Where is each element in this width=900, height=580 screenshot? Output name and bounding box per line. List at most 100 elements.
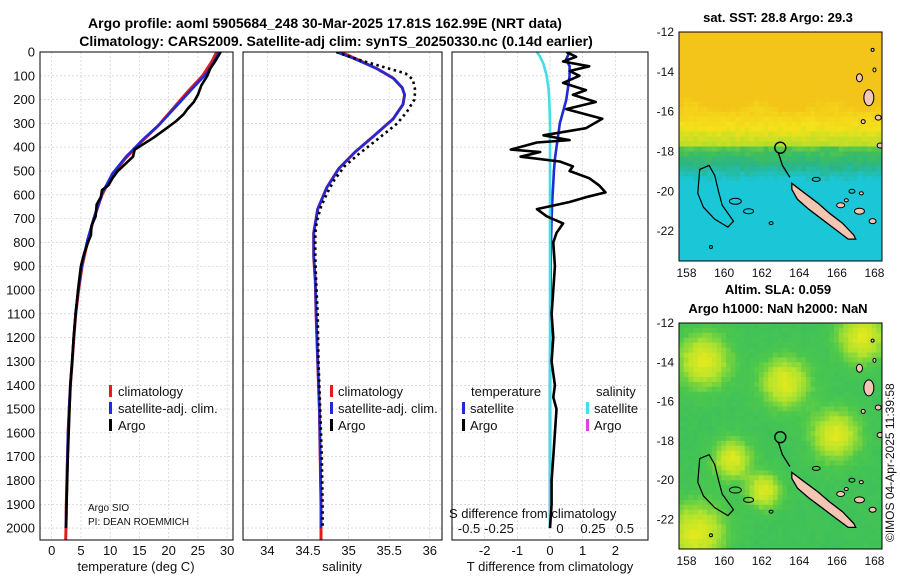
map-cell xyxy=(749,186,755,192)
map-cell xyxy=(697,236,704,242)
map-cell xyxy=(862,342,868,349)
top-x-tick-label: -0.5 xyxy=(458,521,480,536)
map-cell xyxy=(824,485,830,491)
map-cell xyxy=(735,495,741,501)
map-cell xyxy=(815,251,821,257)
map-cell xyxy=(848,440,854,447)
map-cell xyxy=(777,396,783,403)
map-cell xyxy=(679,377,685,383)
map-cell xyxy=(730,382,736,388)
map-cell xyxy=(848,221,854,227)
salinity-legend: climatology satellite-adj. clim. Argo xyxy=(330,384,438,433)
map-cell xyxy=(679,372,685,378)
map-cell xyxy=(848,416,854,422)
map-cell xyxy=(843,367,849,373)
map-cell xyxy=(801,141,807,148)
map-cell xyxy=(805,396,812,403)
map-cell xyxy=(815,216,821,222)
map-cell xyxy=(754,111,760,118)
map-cell xyxy=(791,337,798,344)
map-cell xyxy=(871,206,877,212)
map-cell xyxy=(773,236,779,242)
map-cell xyxy=(829,539,835,545)
map-cell xyxy=(707,426,713,432)
map-cell xyxy=(726,91,732,98)
map-cell xyxy=(848,426,854,432)
map-cell xyxy=(787,246,793,252)
map-cell xyxy=(730,131,736,138)
map-cell xyxy=(820,357,826,363)
map-cell xyxy=(740,101,746,108)
map-cell xyxy=(857,460,863,467)
map-cell xyxy=(791,382,798,388)
map-cell xyxy=(754,436,760,442)
map-cell xyxy=(773,221,779,227)
map-cell xyxy=(848,337,854,344)
map-cell xyxy=(871,372,877,378)
map-cell xyxy=(754,327,760,334)
map-cell xyxy=(679,391,685,398)
x-tick-label: 10 xyxy=(103,543,117,558)
map-cell xyxy=(782,382,788,388)
map-cell xyxy=(796,136,802,143)
map-cell xyxy=(763,111,769,118)
map-cell xyxy=(740,323,746,329)
map-cell xyxy=(773,519,779,526)
map-cell xyxy=(848,445,854,452)
map-cell xyxy=(763,524,769,530)
map-cell xyxy=(768,450,774,457)
map-cell xyxy=(876,91,882,98)
map-cell xyxy=(857,445,863,452)
map-cell xyxy=(707,327,713,334)
map-cell xyxy=(693,161,699,167)
map-cell xyxy=(843,42,849,48)
map-cell xyxy=(782,171,788,177)
map-cell xyxy=(735,106,741,113)
map-cell xyxy=(721,421,727,427)
map-cell xyxy=(702,151,708,158)
map-cell xyxy=(730,136,736,143)
map-cell xyxy=(754,131,760,138)
map-cell xyxy=(749,524,755,530)
map-cell xyxy=(726,416,732,422)
map-cell xyxy=(801,151,807,158)
map-cell xyxy=(848,539,854,545)
map-cell xyxy=(702,86,708,93)
map-cell xyxy=(768,490,774,496)
map-cell xyxy=(679,386,685,393)
map-cell xyxy=(683,116,689,123)
map-cell xyxy=(758,201,765,207)
map-cell xyxy=(867,396,873,403)
map-cell xyxy=(820,514,826,521)
map-cell xyxy=(740,367,746,373)
map-cell xyxy=(796,382,802,388)
map-cell xyxy=(834,32,840,38)
map-cell xyxy=(791,146,798,153)
map-cell xyxy=(787,126,793,133)
figure-title-line2: Climatology: CARS2009. Satellite-adj cli… xyxy=(79,33,593,49)
map-cell xyxy=(791,544,798,549)
map-cell xyxy=(829,81,835,88)
map-cell xyxy=(871,121,877,128)
map-cell xyxy=(787,372,793,378)
map-cell xyxy=(679,544,685,549)
map-cell xyxy=(711,455,718,462)
map-cell xyxy=(857,485,863,491)
map-cell xyxy=(824,226,830,232)
map-cell xyxy=(810,256,816,261)
map-cell xyxy=(852,42,859,48)
map-cell xyxy=(679,216,685,222)
map-cell xyxy=(721,256,727,261)
map-cell xyxy=(693,401,699,408)
map-cell xyxy=(796,544,802,549)
map-cell xyxy=(857,337,863,344)
map-cell xyxy=(768,221,774,227)
map-cell xyxy=(852,111,859,118)
map-cell xyxy=(857,111,863,118)
map-cell xyxy=(810,372,816,378)
map-cell xyxy=(876,246,882,252)
map-cell xyxy=(744,401,751,408)
map-cell xyxy=(711,382,718,388)
map-cell xyxy=(740,362,746,368)
map-cell xyxy=(702,246,708,252)
